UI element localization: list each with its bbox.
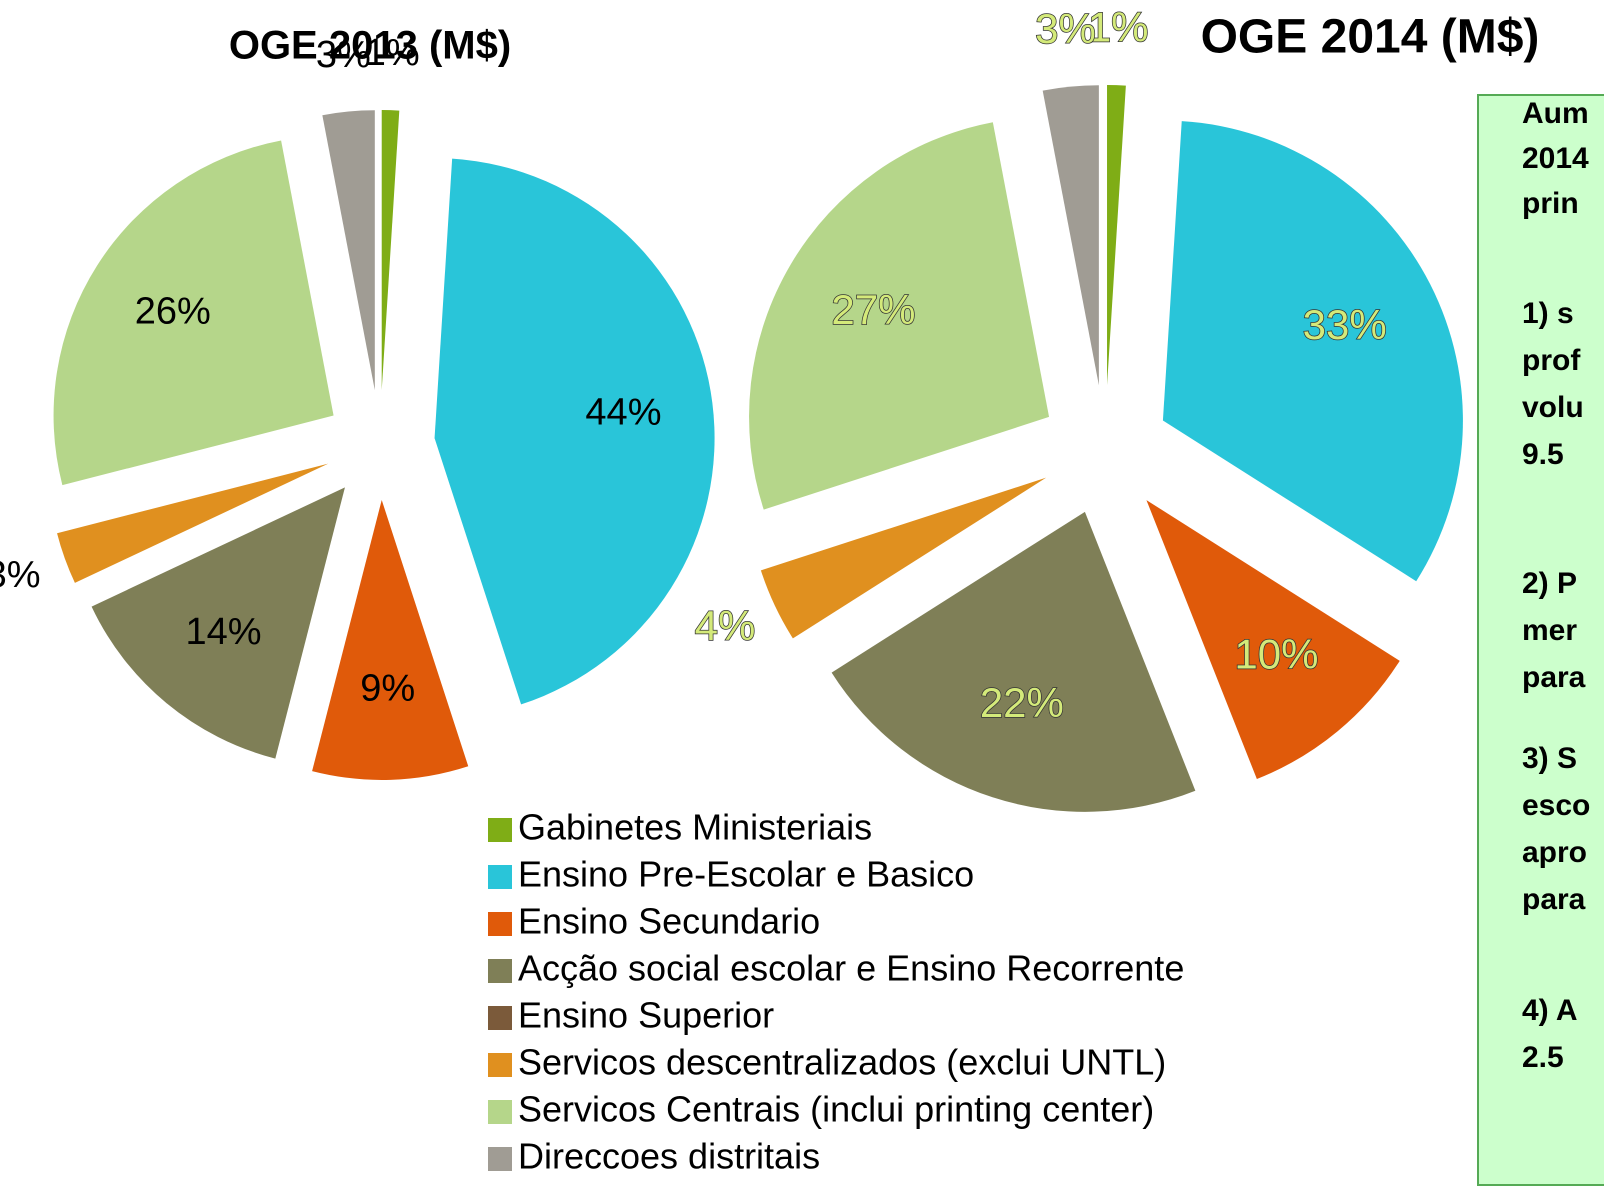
pie-slice: [434, 158, 715, 705]
pie-slice: [1107, 85, 1126, 386]
legend-swatch: [488, 818, 512, 842]
data-label: 33%: [1303, 301, 1387, 348]
legend-label: Servicos Centrais (inclui printing cente…: [518, 1089, 1154, 1130]
pie-slice: [312, 499, 469, 780]
pie-slice: [53, 140, 334, 486]
box-text: para: [1522, 661, 1586, 694]
box-text: 3) S: [1522, 742, 1577, 775]
pie-slice: [796, 484, 1051, 646]
legend-swatch: [488, 1053, 512, 1077]
legend-swatch: [488, 1100, 512, 1124]
box-text: 2) P: [1522, 567, 1577, 600]
data-label: 44%: [585, 391, 661, 433]
pie-slice: [1042, 85, 1099, 386]
box-text: 2014: [1522, 142, 1589, 175]
legend-label: Ensino Superior: [518, 995, 774, 1036]
data-label: 1%: [365, 32, 420, 74]
data-label: 4%: [695, 602, 756, 649]
pie-slice: [1162, 121, 1463, 582]
pie-slice: [1146, 500, 1400, 780]
box-text: 9.5: [1522, 438, 1564, 471]
legend-label: Gabinetes Ministeriais: [518, 807, 872, 848]
pie-slice: [57, 463, 329, 583]
data-label: 14%: [186, 611, 262, 653]
data-label: 22%: [980, 679, 1064, 726]
pie-slice: [749, 122, 1050, 510]
legend-swatch: [488, 959, 512, 983]
pie-slice: [760, 477, 1047, 639]
legend-label: Ensino Secundario: [518, 901, 820, 942]
box-text: prin: [1522, 187, 1579, 220]
data-label: 3%: [0, 554, 41, 596]
pie-slice: [76, 468, 331, 588]
box-text: prof: [1522, 344, 1581, 377]
box-text: 1) s: [1522, 297, 1574, 330]
data-label: 3%: [316, 34, 371, 76]
legend-swatch: [488, 1147, 512, 1171]
chart-title: OGE 2013 (M$): [229, 24, 511, 68]
legend-swatch: [488, 865, 512, 889]
box-text: volu: [1522, 391, 1584, 424]
legend-swatch: [488, 912, 512, 936]
chart-title: OGE 2014 (M$): [1201, 11, 1540, 64]
pie-slice: [831, 511, 1196, 812]
box-text: esco: [1522, 789, 1590, 822]
pie-slice: [381, 110, 400, 391]
legend-swatch: [488, 1006, 512, 1030]
data-label: 27%: [831, 286, 915, 333]
box-text: 4) A: [1522, 994, 1578, 1027]
box-text: 2.5: [1522, 1041, 1564, 1074]
pie-slice: [91, 487, 345, 759]
legend-label: Ensino Pre-Escolar e Basico: [518, 854, 974, 895]
legend-label: Acção social escolar e Ensino Recorrente: [518, 948, 1184, 989]
box-text: mer: [1522, 614, 1577, 647]
box-text: Aum: [1522, 97, 1589, 130]
data-label: 10%: [1234, 630, 1318, 677]
text-box: [1477, 94, 1604, 1186]
box-text: para: [1522, 883, 1586, 916]
data-label: 9%: [360, 667, 415, 709]
legend-label: Direccoes distritais: [518, 1136, 820, 1177]
legend-label: Servicos descentralizados (exclui UNTL): [518, 1042, 1166, 1083]
data-label: 26%: [135, 291, 211, 333]
data-label: 1%: [1088, 3, 1149, 50]
box-text: apro: [1522, 836, 1587, 869]
data-label: 3%: [1035, 5, 1096, 52]
pie-slice: [322, 110, 375, 391]
